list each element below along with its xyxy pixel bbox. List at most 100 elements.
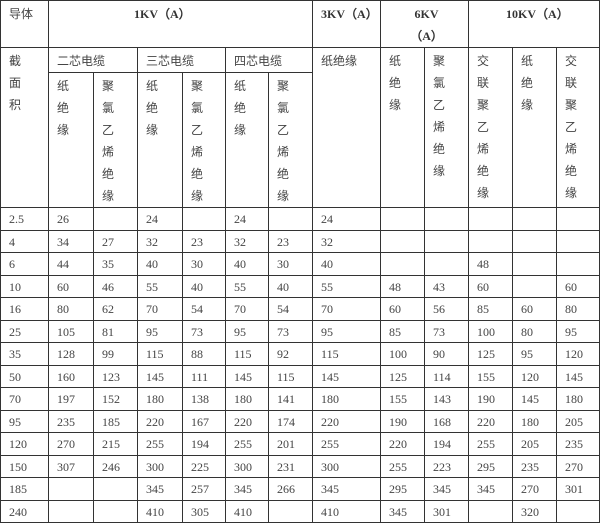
current-cell: 160	[48, 364, 94, 388]
current-cell	[424, 229, 470, 253]
current-cell: 155	[468, 364, 514, 388]
current-cell: 73	[267, 319, 314, 343]
current-cell: 105	[48, 319, 94, 343]
current-cell: 55	[225, 274, 269, 298]
table-row: 70 197 152 180 138 180 141 180 155 143 190 145 180	[0, 387, 600, 411]
cross-section-cell: 70	[0, 387, 49, 411]
cross-section-cell: 150	[0, 454, 49, 478]
current-cell: 300	[312, 454, 382, 478]
current-cell: 410	[137, 499, 183, 523]
cross-section-cell: 10	[0, 274, 49, 298]
current-cell: 54	[267, 297, 314, 321]
current-cell: 180	[225, 387, 269, 411]
current-cell: 115	[267, 364, 314, 388]
current-cell: 270	[556, 454, 600, 478]
current-cell: 32	[312, 229, 382, 253]
three-core-paper-header: 纸绝缘	[137, 72, 183, 208]
current-cell	[556, 499, 600, 523]
cross-section-cell: 95	[0, 409, 49, 433]
current-cell: 30	[182, 252, 226, 276]
current-cell: 345	[424, 477, 470, 501]
table-row: 16 80 62 70 54 70 54 70 60 56 85 60 80	[0, 297, 600, 321]
current-cell	[556, 252, 600, 276]
current-cell: 145	[512, 387, 558, 411]
current-cell: 266	[267, 477, 314, 501]
kv10-header: 10KV（A）	[468, 0, 600, 48]
current-cell: 410	[312, 499, 382, 523]
current-cell: 32	[137, 229, 183, 253]
table-row: 10 60 46 55 40 55 40 55 48 43 60 60	[0, 274, 600, 298]
cross-section-cell: 6	[0, 252, 49, 276]
current-cell: 23	[267, 229, 314, 253]
cross-section-cell: 50	[0, 364, 49, 388]
current-cell: 255	[312, 432, 382, 456]
current-cell: 141	[267, 387, 314, 411]
current-cell: 54	[182, 297, 226, 321]
current-cell	[512, 274, 558, 298]
kv10-xlpe-header-2: 交联聚乙烯绝缘	[556, 47, 600, 208]
current-cell: 410	[225, 499, 269, 523]
current-cell: 111	[182, 364, 226, 388]
current-cell: 81	[93, 319, 138, 343]
current-cell: 215	[93, 432, 138, 456]
current-cell: 26	[48, 207, 94, 231]
current-cell	[512, 207, 558, 231]
table-row: 240 410 305 410 410 345 301 320	[0, 499, 600, 523]
current-cell	[380, 207, 426, 231]
cross-section-cell: 185	[0, 477, 49, 501]
current-cell: 220	[225, 409, 269, 433]
current-cell: 255	[468, 432, 514, 456]
current-cell: 301	[556, 477, 600, 501]
current-cell: 125	[468, 342, 514, 366]
cross-section-cell: 2.5	[0, 207, 49, 231]
current-cell: 270	[48, 432, 94, 456]
current-cell: 48	[380, 274, 426, 298]
current-cell	[48, 499, 94, 523]
table-row: 150 307 246 300 225 300 231 300 255 223 295 235 270	[0, 454, 600, 478]
current-cell: 145	[225, 364, 269, 388]
current-cell: 220	[312, 409, 382, 433]
current-cell: 95	[225, 319, 269, 343]
current-cell: 40	[267, 274, 314, 298]
kv6-header: 6KV（A）	[380, 0, 470, 48]
current-cell: 32	[225, 229, 269, 253]
current-cell: 40	[225, 252, 269, 276]
current-cell: 128	[48, 342, 94, 366]
current-cell: 180	[312, 387, 382, 411]
current-cell: 220	[468, 409, 514, 433]
current-cell	[512, 229, 558, 253]
current-cell: 145	[556, 364, 600, 388]
current-cell: 80	[512, 319, 558, 343]
current-cell: 307	[48, 454, 94, 478]
current-cell: 194	[182, 432, 226, 456]
table-row: 95 235 185 220 167 220 174 220 190 168 220 180 205	[0, 409, 600, 433]
current-cell	[93, 477, 138, 501]
current-cell: 60	[48, 274, 94, 298]
cross-section-header: 截面积	[0, 47, 49, 208]
current-cell	[267, 499, 314, 523]
current-cell	[380, 252, 426, 276]
current-cell: 300	[137, 454, 183, 478]
current-cell: 167	[182, 409, 226, 433]
kv10-label: 10KV（A）	[506, 7, 569, 21]
current-cell: 55	[137, 274, 183, 298]
kv10-paper-header: 纸绝缘	[512, 47, 558, 208]
current-cell: 301	[424, 499, 470, 523]
current-cell: 120	[512, 364, 558, 388]
current-cell: 231	[267, 454, 314, 478]
current-cell: 185	[93, 409, 138, 433]
kv3-header: 3KV（A）	[312, 0, 382, 48]
current-cell: 220	[380, 432, 426, 456]
current-cell: 44	[48, 252, 94, 276]
current-cell: 255	[380, 454, 426, 478]
current-cell: 201	[267, 432, 314, 456]
current-cell: 99	[93, 342, 138, 366]
current-cell: 30	[267, 252, 314, 276]
four-core-header: 四芯电缆	[224, 47, 314, 73]
current-cell: 145	[137, 364, 183, 388]
current-cell: 300	[225, 454, 269, 478]
four-core-pvc-header: 聚氯乙烯绝缘	[267, 72, 314, 208]
current-cell: 180	[556, 387, 600, 411]
current-cell: 255	[137, 432, 183, 456]
current-cell: 145	[312, 364, 382, 388]
